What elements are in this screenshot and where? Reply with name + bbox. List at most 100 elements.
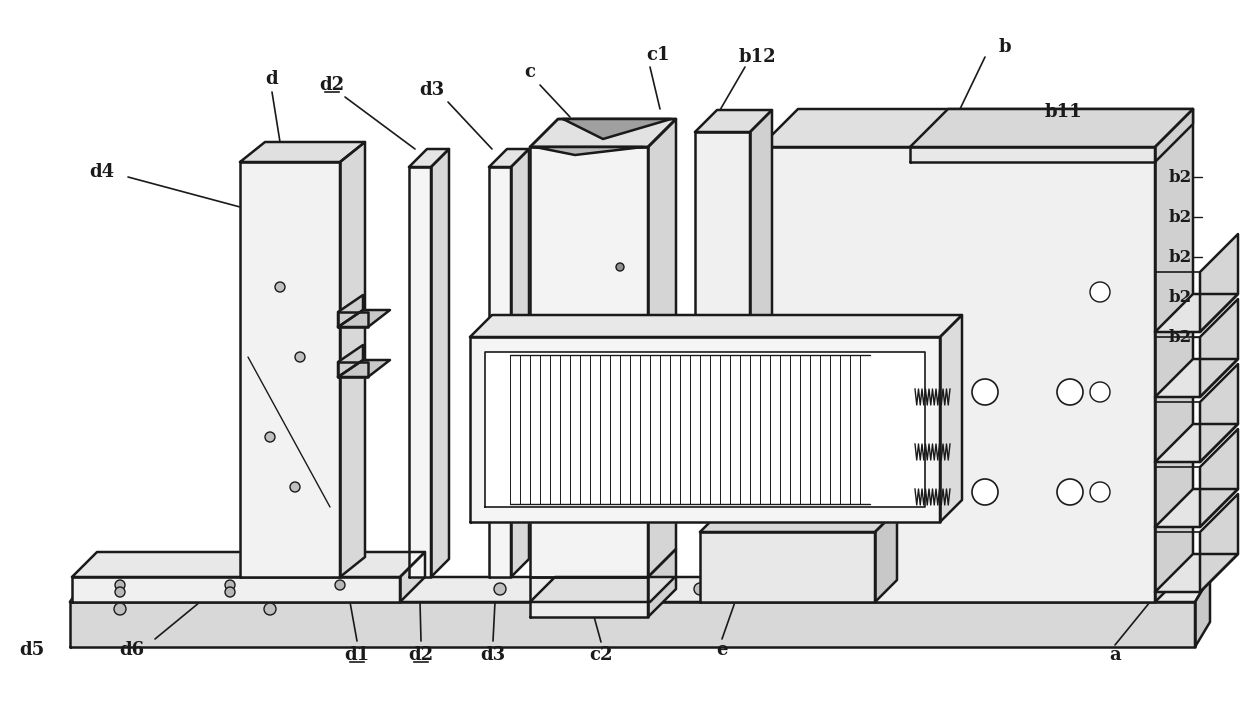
Circle shape: [802, 479, 828, 505]
Text: d3: d3: [419, 81, 445, 99]
Polygon shape: [1200, 234, 1238, 332]
Circle shape: [314, 583, 326, 595]
Circle shape: [264, 603, 277, 615]
Circle shape: [802, 379, 828, 405]
Polygon shape: [69, 577, 1210, 602]
Circle shape: [1056, 379, 1083, 405]
Polygon shape: [529, 119, 676, 147]
Circle shape: [972, 379, 998, 405]
Polygon shape: [401, 552, 425, 602]
Polygon shape: [529, 119, 676, 147]
Circle shape: [1090, 482, 1110, 502]
Circle shape: [1090, 382, 1110, 402]
Polygon shape: [241, 142, 365, 162]
Polygon shape: [940, 315, 962, 522]
Polygon shape: [760, 147, 1154, 602]
Text: e: e: [717, 641, 728, 659]
Circle shape: [1056, 479, 1083, 505]
Polygon shape: [1154, 424, 1238, 462]
Polygon shape: [529, 577, 675, 602]
Polygon shape: [339, 295, 363, 327]
Polygon shape: [694, 110, 773, 132]
Text: d6: d6: [119, 641, 145, 659]
Polygon shape: [339, 362, 368, 377]
Polygon shape: [340, 142, 365, 577]
Polygon shape: [649, 549, 676, 617]
Circle shape: [275, 282, 285, 292]
Polygon shape: [470, 315, 962, 337]
Polygon shape: [1200, 494, 1238, 592]
Circle shape: [290, 482, 300, 492]
Text: d4: d4: [89, 163, 114, 181]
Polygon shape: [649, 119, 676, 577]
Polygon shape: [701, 532, 875, 602]
Circle shape: [694, 583, 706, 595]
Polygon shape: [72, 577, 401, 602]
Circle shape: [887, 479, 913, 505]
Text: c: c: [525, 63, 536, 81]
Text: c2: c2: [589, 646, 613, 664]
Polygon shape: [529, 147, 649, 577]
Circle shape: [295, 352, 305, 362]
Circle shape: [944, 583, 956, 595]
Circle shape: [616, 263, 624, 271]
Circle shape: [114, 603, 126, 615]
Polygon shape: [875, 510, 897, 602]
Text: b2: b2: [1168, 168, 1192, 185]
Text: d: d: [265, 70, 278, 88]
Polygon shape: [529, 577, 649, 617]
Text: b11: b11: [1044, 103, 1081, 121]
Polygon shape: [339, 312, 368, 327]
Polygon shape: [1200, 299, 1238, 397]
Text: a: a: [1110, 646, 1121, 664]
Text: c1: c1: [646, 46, 670, 64]
Polygon shape: [694, 132, 750, 357]
Text: d2: d2: [408, 646, 434, 664]
Polygon shape: [563, 119, 671, 139]
Polygon shape: [72, 552, 425, 577]
Circle shape: [224, 587, 236, 597]
Polygon shape: [432, 149, 449, 577]
Text: b: b: [998, 38, 1012, 56]
Polygon shape: [1195, 577, 1210, 647]
Polygon shape: [511, 149, 529, 577]
Text: b2: b2: [1168, 209, 1192, 226]
Circle shape: [1090, 282, 1110, 302]
Circle shape: [154, 583, 166, 595]
Polygon shape: [1154, 489, 1238, 527]
Polygon shape: [489, 167, 511, 577]
Polygon shape: [1154, 294, 1238, 332]
Polygon shape: [1200, 429, 1238, 527]
Polygon shape: [470, 337, 940, 522]
Polygon shape: [1154, 359, 1238, 397]
Circle shape: [494, 583, 506, 595]
Polygon shape: [701, 510, 897, 532]
Polygon shape: [910, 147, 1154, 162]
Polygon shape: [1200, 364, 1238, 462]
Polygon shape: [69, 602, 1195, 647]
Text: d5: d5: [20, 641, 45, 659]
Polygon shape: [534, 147, 644, 155]
Circle shape: [972, 479, 998, 505]
Polygon shape: [339, 360, 391, 377]
Text: b2: b2: [1168, 248, 1192, 266]
Circle shape: [115, 587, 125, 597]
Text: b2: b2: [1168, 329, 1192, 346]
Polygon shape: [1154, 109, 1193, 602]
Polygon shape: [485, 352, 925, 507]
Polygon shape: [409, 149, 449, 167]
Polygon shape: [750, 110, 773, 357]
Polygon shape: [1154, 109, 1193, 162]
Circle shape: [887, 379, 913, 405]
Text: b2: b2: [1168, 288, 1192, 305]
Polygon shape: [1154, 554, 1238, 592]
Polygon shape: [339, 345, 363, 377]
Text: b12: b12: [738, 48, 776, 66]
Text: d1: d1: [345, 646, 370, 664]
Circle shape: [582, 359, 598, 375]
Circle shape: [224, 580, 236, 590]
Polygon shape: [760, 109, 1193, 147]
Circle shape: [265, 432, 275, 442]
Polygon shape: [339, 310, 391, 327]
Circle shape: [115, 580, 125, 590]
